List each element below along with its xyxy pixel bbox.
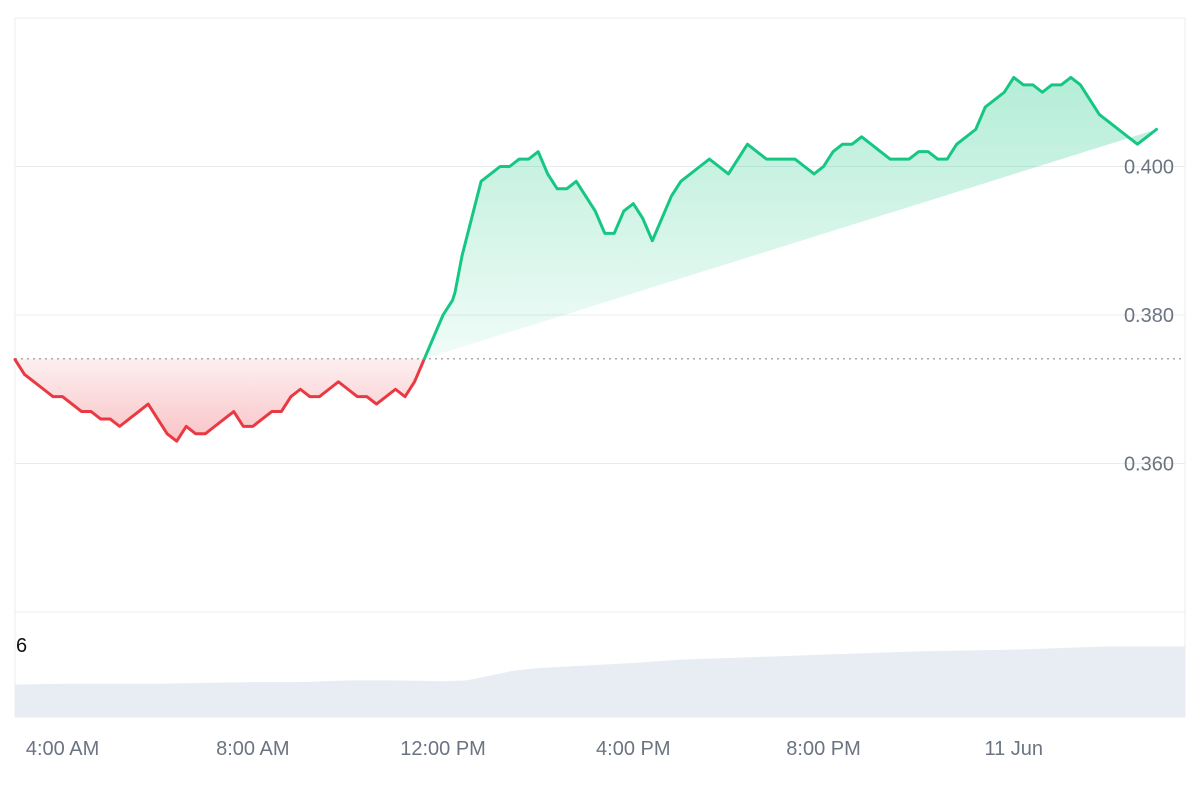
- x-tick-label: 8:00 AM: [216, 738, 289, 760]
- y-tick-label: 0.400: [1124, 157, 1174, 179]
- x-tick-label: 4:00 AM: [26, 738, 99, 760]
- x-tick-label: 8:00 PM: [786, 738, 860, 760]
- x-tick-label: 11 Jun: [984, 738, 1043, 760]
- y-tick-label: 0.380: [1124, 305, 1174, 327]
- volume-bars: [15, 646, 1185, 717]
- volume-label: 6: [16, 635, 27, 657]
- price-area: [15, 77, 1185, 442]
- price-line: [13, 75, 1158, 443]
- x-tick-label: 12:00 PM: [400, 738, 486, 760]
- y-tick-label: 0.360: [1124, 454, 1174, 476]
- up-area: [424, 77, 1157, 359]
- x-axis: 4:00 AM 8:00 AM 12:00 PM 4:00 PM 8:00 PM 11 J…: [26, 738, 1043, 760]
- up-series-line: [422, 75, 1158, 361]
- y-axis: 0.400 0.380 0.360: [1124, 157, 1174, 476]
- volume-area: [15, 646, 1185, 717]
- down-series-line: [13, 357, 426, 443]
- x-tick-label: 4:00 PM: [596, 738, 670, 760]
- down-area: [15, 358, 425, 442]
